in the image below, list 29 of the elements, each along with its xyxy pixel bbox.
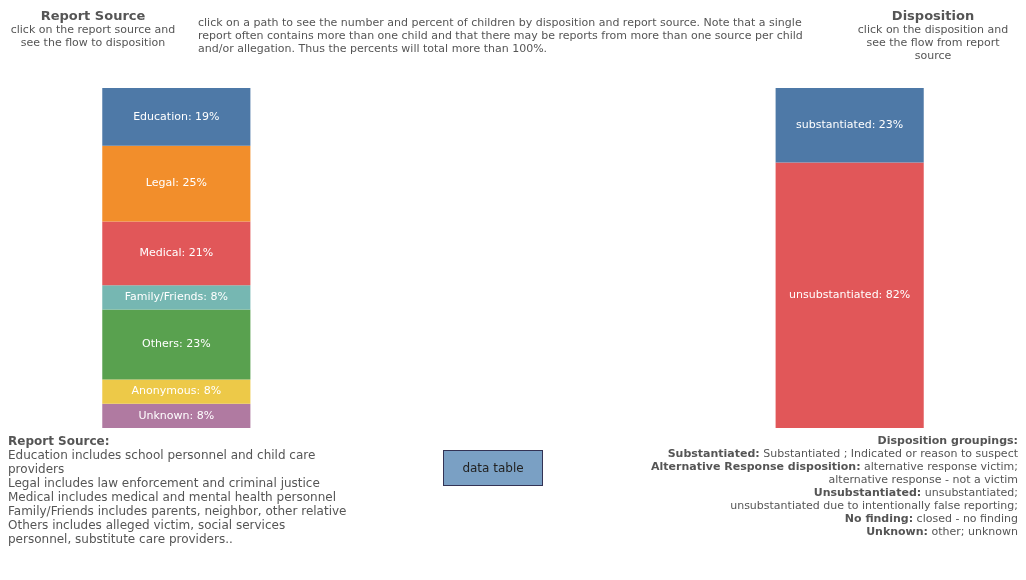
text: click on the disposition and see the flow from report source — [856, 23, 1010, 62]
data-label: Family/Friends: 8% — [124, 290, 228, 304]
text: Family/Friends includes parents, neighbor, other relative — [8, 504, 348, 518]
text: Unknown: other; unknown — [865, 525, 1018, 538]
data-label: Anonymous: 8% — [131, 384, 222, 398]
data-label: Medical: 21% — [139, 246, 214, 260]
text: Unsubstantiated: unsubstantiated; — [812, 486, 1018, 499]
data-label: Legal: 25% — [145, 176, 207, 190]
text: Others includes alleged victim, social services personnel, substitute care providers.. — [8, 518, 287, 546]
data-label: substantiated: 23% — [796, 118, 904, 132]
text: Education includes school personnel and child care providers — [8, 448, 317, 476]
text: unsubstantiated due to intentionally false reporting; — [729, 499, 1018, 512]
text: click on the report source and see the flow to disposition — [9, 23, 177, 49]
text: Legal includes law enforcement and criminal justice — [8, 476, 321, 490]
text: Medical includes medical and mental health personnel — [8, 490, 337, 504]
text: Alternative Response disposition: alternative response victim; — [650, 460, 1018, 473]
text: Report Source: — [8, 434, 111, 448]
text: Substantiated: Substantiated ; Indicated or reason to suspect — [666, 447, 1018, 460]
text: No finding: closed - no finding — [843, 512, 1018, 525]
category-label: Report Source — [39, 8, 147, 23]
data-label: Education: 19% — [133, 109, 220, 123]
text: Disposition groupings: — [876, 434, 1018, 447]
data-label: unsubstantiated: 82% — [789, 288, 911, 302]
text: click on a path to see the number and percent of children by disposition and report source. Note that a single report often contains more than one child and that there may be reports from more than one source per child and/or allegation. Thus the percents will total more than 100%. — [197, 15, 804, 57]
category-label: Disposition — [890, 8, 976, 23]
data-label: Unknown: 8% — [138, 408, 215, 422]
data-table-button: data table — [443, 450, 543, 486]
data-label: Others: 23% — [142, 337, 211, 351]
text: alternative response - not a victim — [827, 473, 1018, 486]
